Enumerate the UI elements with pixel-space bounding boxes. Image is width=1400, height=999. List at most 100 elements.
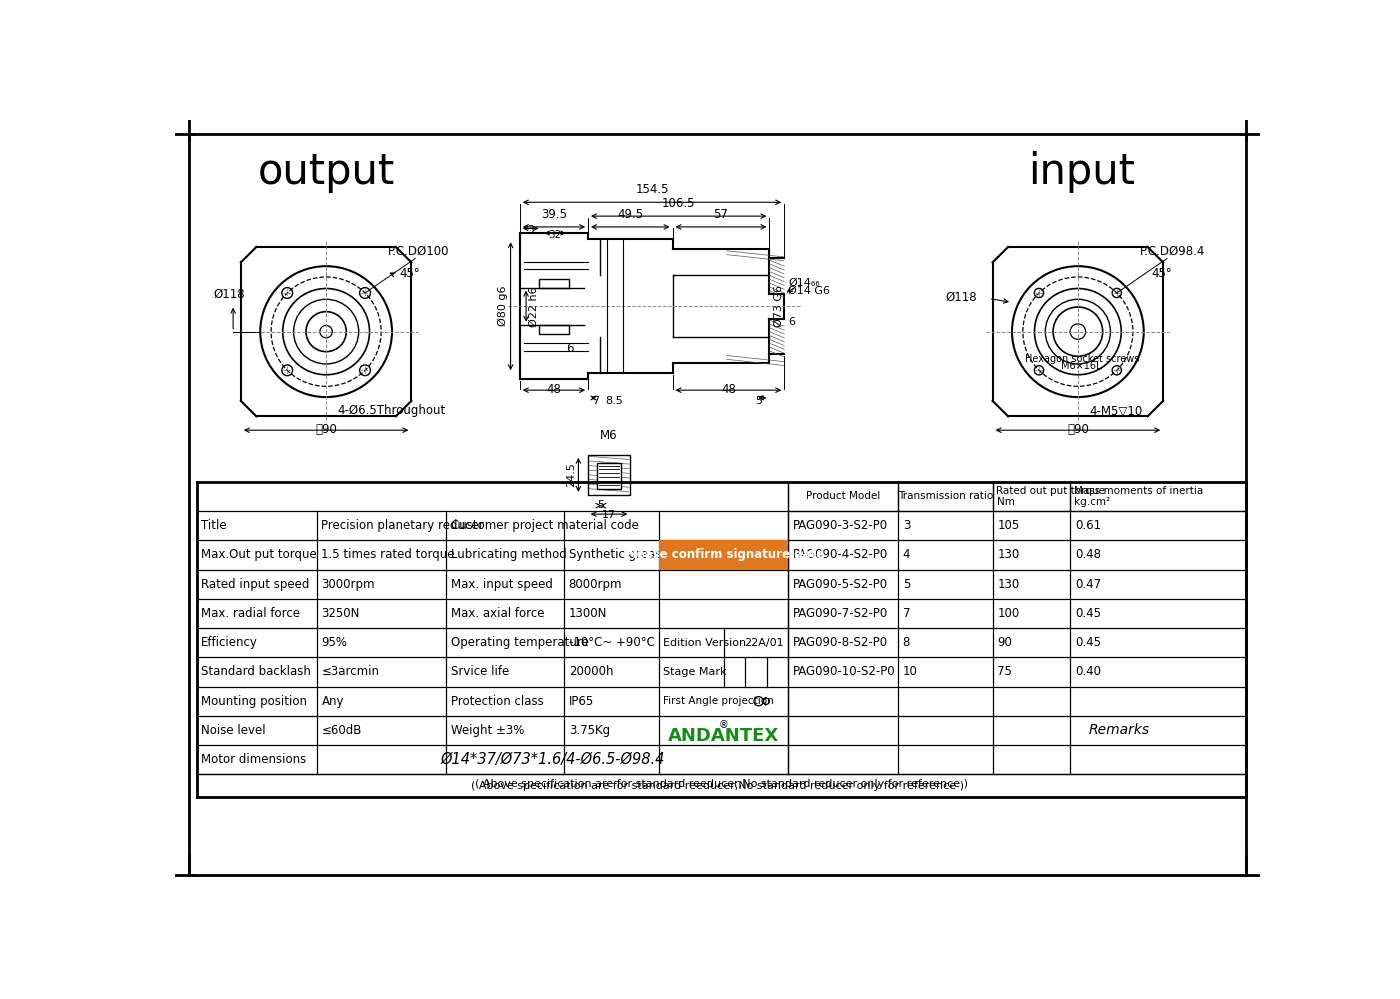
Text: Lubricating method: Lubricating method <box>451 548 567 561</box>
Text: 3.75Kg: 3.75Kg <box>568 724 610 737</box>
Text: ®: ® <box>718 719 728 729</box>
Text: 105: 105 <box>997 519 1019 532</box>
Text: ≤3arcmin: ≤3arcmin <box>322 665 379 678</box>
Text: 24.5: 24.5 <box>566 463 575 488</box>
Text: Transmission ratio: Transmission ratio <box>897 492 993 501</box>
Text: 90: 90 <box>997 636 1012 649</box>
Text: Noise level: Noise level <box>202 724 266 737</box>
Text: 45°: 45° <box>1151 268 1172 281</box>
Text: 10: 10 <box>903 665 917 678</box>
Text: 0.47: 0.47 <box>1075 577 1100 590</box>
Text: 3: 3 <box>903 519 910 532</box>
Text: 48: 48 <box>546 384 561 397</box>
Text: 130: 130 <box>997 548 1019 561</box>
Text: PAG090-8-S2-P0: PAG090-8-S2-P0 <box>792 636 888 649</box>
Text: 1.5 times rated torque: 1.5 times rated torque <box>322 548 455 561</box>
Text: Max. radial force: Max. radial force <box>202 607 301 620</box>
Text: Weight ±3%: Weight ±3% <box>451 724 524 737</box>
Text: 32: 32 <box>549 230 561 240</box>
Text: 0.45: 0.45 <box>1075 607 1100 620</box>
Text: 6: 6 <box>788 317 795 327</box>
Text: Customer project material code: Customer project material code <box>451 519 638 532</box>
Text: Ø22 h6: Ø22 h6 <box>529 286 539 327</box>
Text: 130: 130 <box>997 577 1019 590</box>
Text: Mass moments of inertia: Mass moments of inertia <box>1074 486 1203 496</box>
Text: Protection class: Protection class <box>451 694 543 707</box>
Text: 95%: 95% <box>322 636 347 649</box>
Text: 106.5: 106.5 <box>662 197 696 210</box>
Text: 7: 7 <box>903 607 910 620</box>
Text: 48: 48 <box>721 384 736 397</box>
Text: 45°: 45° <box>400 268 420 281</box>
Text: Nm: Nm <box>997 497 1015 506</box>
Text: 0.48: 0.48 <box>1075 548 1100 561</box>
Text: ANDANTEX: ANDANTEX <box>668 727 780 745</box>
Text: 75: 75 <box>997 665 1012 678</box>
Text: PAG090-4-S2-P0: PAG090-4-S2-P0 <box>792 548 888 561</box>
Text: First Angle projection: First Angle projection <box>664 696 774 706</box>
Text: Edition Version: Edition Version <box>664 637 746 647</box>
Text: 5: 5 <box>756 396 763 406</box>
Text: 0.45: 0.45 <box>1075 636 1100 649</box>
Text: 6: 6 <box>567 342 574 355</box>
Text: Ø14 G6: Ø14 G6 <box>788 286 830 296</box>
Text: Ø80 g6: Ø80 g6 <box>498 286 508 327</box>
Text: 49.5: 49.5 <box>617 208 644 221</box>
Text: P.C.DØ98.4: P.C.DØ98.4 <box>1140 245 1205 258</box>
Text: 4-Ø6.5Throughout: 4-Ø6.5Throughout <box>337 405 447 418</box>
Text: 7: 7 <box>592 396 599 406</box>
Text: Max. input speed: Max. input speed <box>451 577 553 590</box>
Text: 3000rpm: 3000rpm <box>322 577 375 590</box>
Text: -10°C~ +90°C: -10°C~ +90°C <box>568 636 655 649</box>
Text: 39.5: 39.5 <box>540 208 567 221</box>
Text: Rated input speed: Rated input speed <box>202 577 309 590</box>
Text: 22A/01: 22A/01 <box>745 637 784 647</box>
Text: 4-M5▽10: 4-M5▽10 <box>1089 405 1142 418</box>
Text: IP65: IP65 <box>568 694 594 707</box>
Text: 8: 8 <box>903 636 910 649</box>
Bar <box>539 325 568 334</box>
Text: Any: Any <box>322 694 344 707</box>
Text: Operating temperature: Operating temperature <box>451 636 589 649</box>
Text: Remarks: Remarks <box>1089 723 1149 737</box>
Bar <box>659 540 788 569</box>
Text: Product Model: Product Model <box>806 492 881 501</box>
Text: 3250N: 3250N <box>322 607 360 620</box>
Text: ≤60dB: ≤60dB <box>322 724 361 737</box>
Text: Ø73 G6: Ø73 G6 <box>773 286 784 328</box>
Text: 0.40: 0.40 <box>1075 665 1100 678</box>
Text: Rated out put torque: Rated out put torque <box>997 486 1106 496</box>
Text: 5: 5 <box>598 500 605 510</box>
Text: ( Above specification are for standard reeducer,No standard reducer only for ref: ( Above specification are for standard r… <box>475 779 967 789</box>
Bar <box>588 455 630 495</box>
Text: PAG090-10-S2-P0: PAG090-10-S2-P0 <box>792 665 896 678</box>
Text: Please confirm signature/date: Please confirm signature/date <box>623 548 823 561</box>
Text: output: output <box>258 151 395 193</box>
Text: 20000h: 20000h <box>568 665 613 678</box>
Text: Synthetic grease: Synthetic grease <box>568 548 668 561</box>
Text: ( Above specification are for standard reeducer,No standard reducer only for ref: ( Above specification are for standard r… <box>470 781 965 791</box>
Text: PAG090-7-S2-P0: PAG090-7-S2-P0 <box>792 607 888 620</box>
Text: M6: M6 <box>601 430 617 443</box>
Text: Ø14*37/Ø73*1.6/4-Ø6.5-Ø98.4: Ø14*37/Ø73*1.6/4-Ø6.5-Ø98.4 <box>440 752 665 767</box>
Text: Srvice life: Srvice life <box>451 665 510 678</box>
Text: Motor dimensions: Motor dimensions <box>202 753 307 766</box>
Text: Ø118: Ø118 <box>945 291 977 304</box>
Bar <box>539 279 568 288</box>
Text: Ø14₆₆: Ø14₆₆ <box>788 278 819 288</box>
Text: kg.cm²: kg.cm² <box>1074 497 1110 506</box>
Text: 3: 3 <box>528 226 533 236</box>
Text: Hexagon socket screws: Hexagon socket screws <box>1025 354 1140 364</box>
Bar <box>598 463 620 490</box>
Text: P.C.DØ100: P.C.DØ100 <box>388 245 449 258</box>
Text: PAG090-3-S2-P0: PAG090-3-S2-P0 <box>792 519 888 532</box>
Text: M6×16L: M6×16L <box>1061 361 1102 371</box>
Text: Stage Mark: Stage Mark <box>664 667 727 677</box>
Text: PAG090-5-S2-P0: PAG090-5-S2-P0 <box>792 577 888 590</box>
Text: 8000rpm: 8000rpm <box>568 577 622 590</box>
Text: 4: 4 <box>903 548 910 561</box>
Text: Title: Title <box>202 519 227 532</box>
Text: 90: 90 <box>1067 424 1089 437</box>
Text: Standard backlash: Standard backlash <box>202 665 311 678</box>
Text: 57: 57 <box>714 208 728 221</box>
